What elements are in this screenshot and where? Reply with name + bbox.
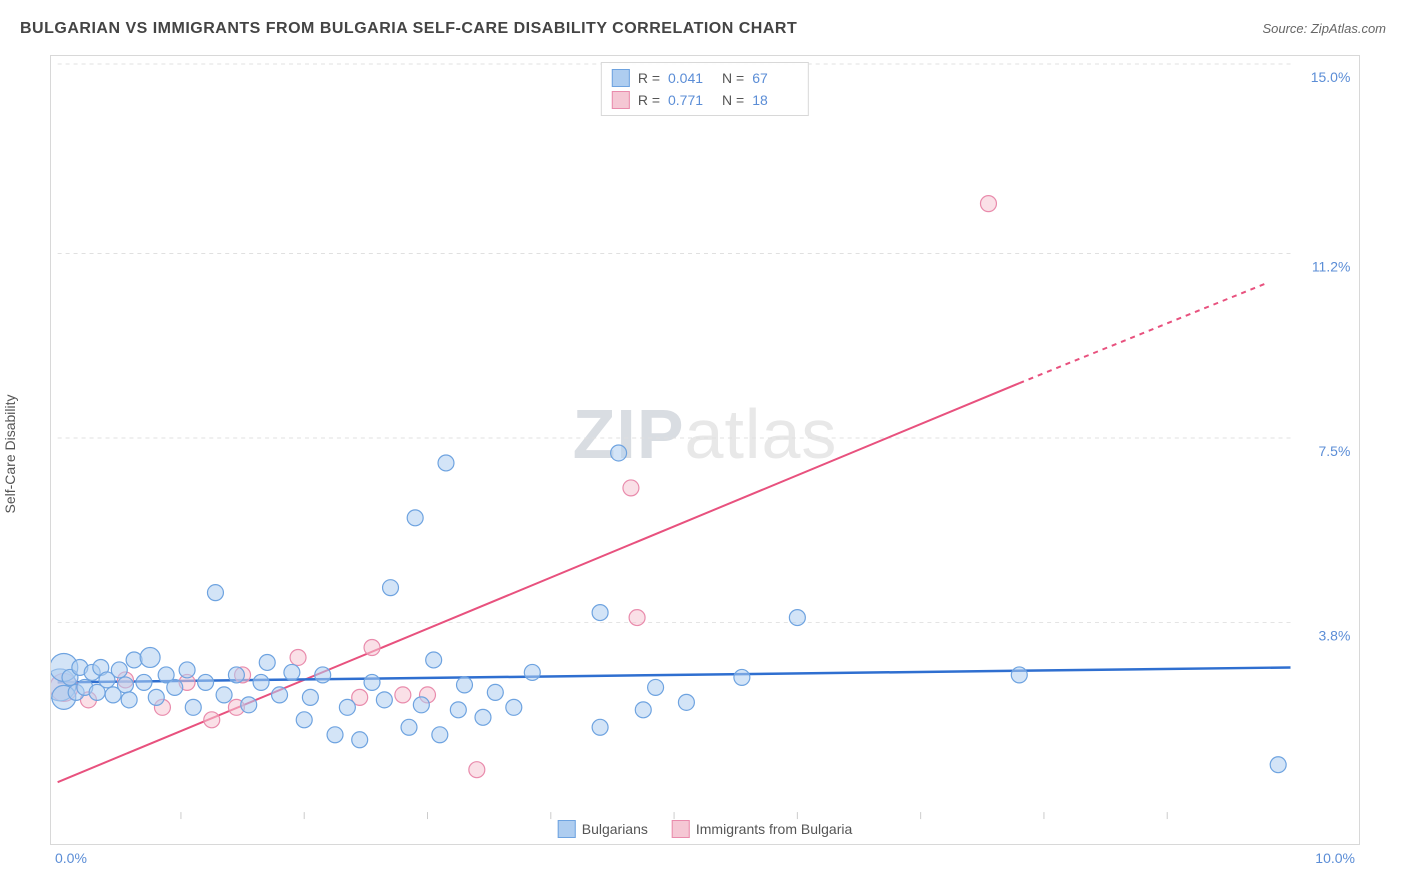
- legend-label-2: Immigrants from Bulgaria: [696, 821, 852, 837]
- svg-text:3.8%: 3.8%: [1319, 628, 1351, 644]
- swatch-series-1: [558, 820, 576, 838]
- legend-item-1: Bulgarians: [558, 820, 648, 838]
- legend-item-2: Immigrants from Bulgaria: [672, 820, 852, 838]
- stats-row-series-1: R = 0.041 N = 67: [612, 67, 798, 89]
- swatch-series-2: [612, 91, 630, 109]
- stats-row-series-2: R = 0.771 N = 18: [612, 89, 798, 111]
- swatch-series-1: [612, 69, 630, 87]
- svg-text:11.2%: 11.2%: [1312, 258, 1351, 274]
- chart-header: BULGARIAN VS IMMIGRANTS FROM BULGARIA SE…: [20, 20, 1386, 38]
- r-value-1: 0.041: [668, 70, 714, 86]
- legend: Bulgarians Immigrants from Bulgaria: [558, 820, 853, 838]
- chart-area: ZIPatlas 3.8%7.5%11.2%15.0% R = 0.041 N …: [50, 55, 1360, 845]
- n-value-2: 18: [752, 92, 798, 108]
- x-axis-max-label: 10.0%: [1315, 850, 1355, 866]
- correlation-stats-box: R = 0.041 N = 67 R = 0.771 N = 18: [601, 62, 809, 116]
- y-axis-label: Self-Care Disability: [2, 394, 18, 513]
- r-label: R =: [638, 70, 660, 86]
- swatch-series-2: [672, 820, 690, 838]
- scatter-plot: 3.8% 7.5% 11.2% 15.0%: [51, 56, 1359, 844]
- n-value-1: 67: [752, 70, 798, 86]
- source-attribution: Source: ZipAtlas.com: [1262, 21, 1386, 36]
- svg-text:15.0%: 15.0%: [1311, 69, 1351, 85]
- n-label: N =: [722, 70, 744, 86]
- x-axis-min-label: 0.0%: [55, 850, 87, 866]
- legend-label-1: Bulgarians: [582, 821, 648, 837]
- svg-text:7.5%: 7.5%: [1319, 443, 1351, 459]
- n-label: N =: [722, 92, 744, 108]
- chart-title: BULGARIAN VS IMMIGRANTS FROM BULGARIA SE…: [20, 20, 797, 38]
- r-value-2: 0.771: [668, 92, 714, 108]
- r-label: R =: [638, 92, 660, 108]
